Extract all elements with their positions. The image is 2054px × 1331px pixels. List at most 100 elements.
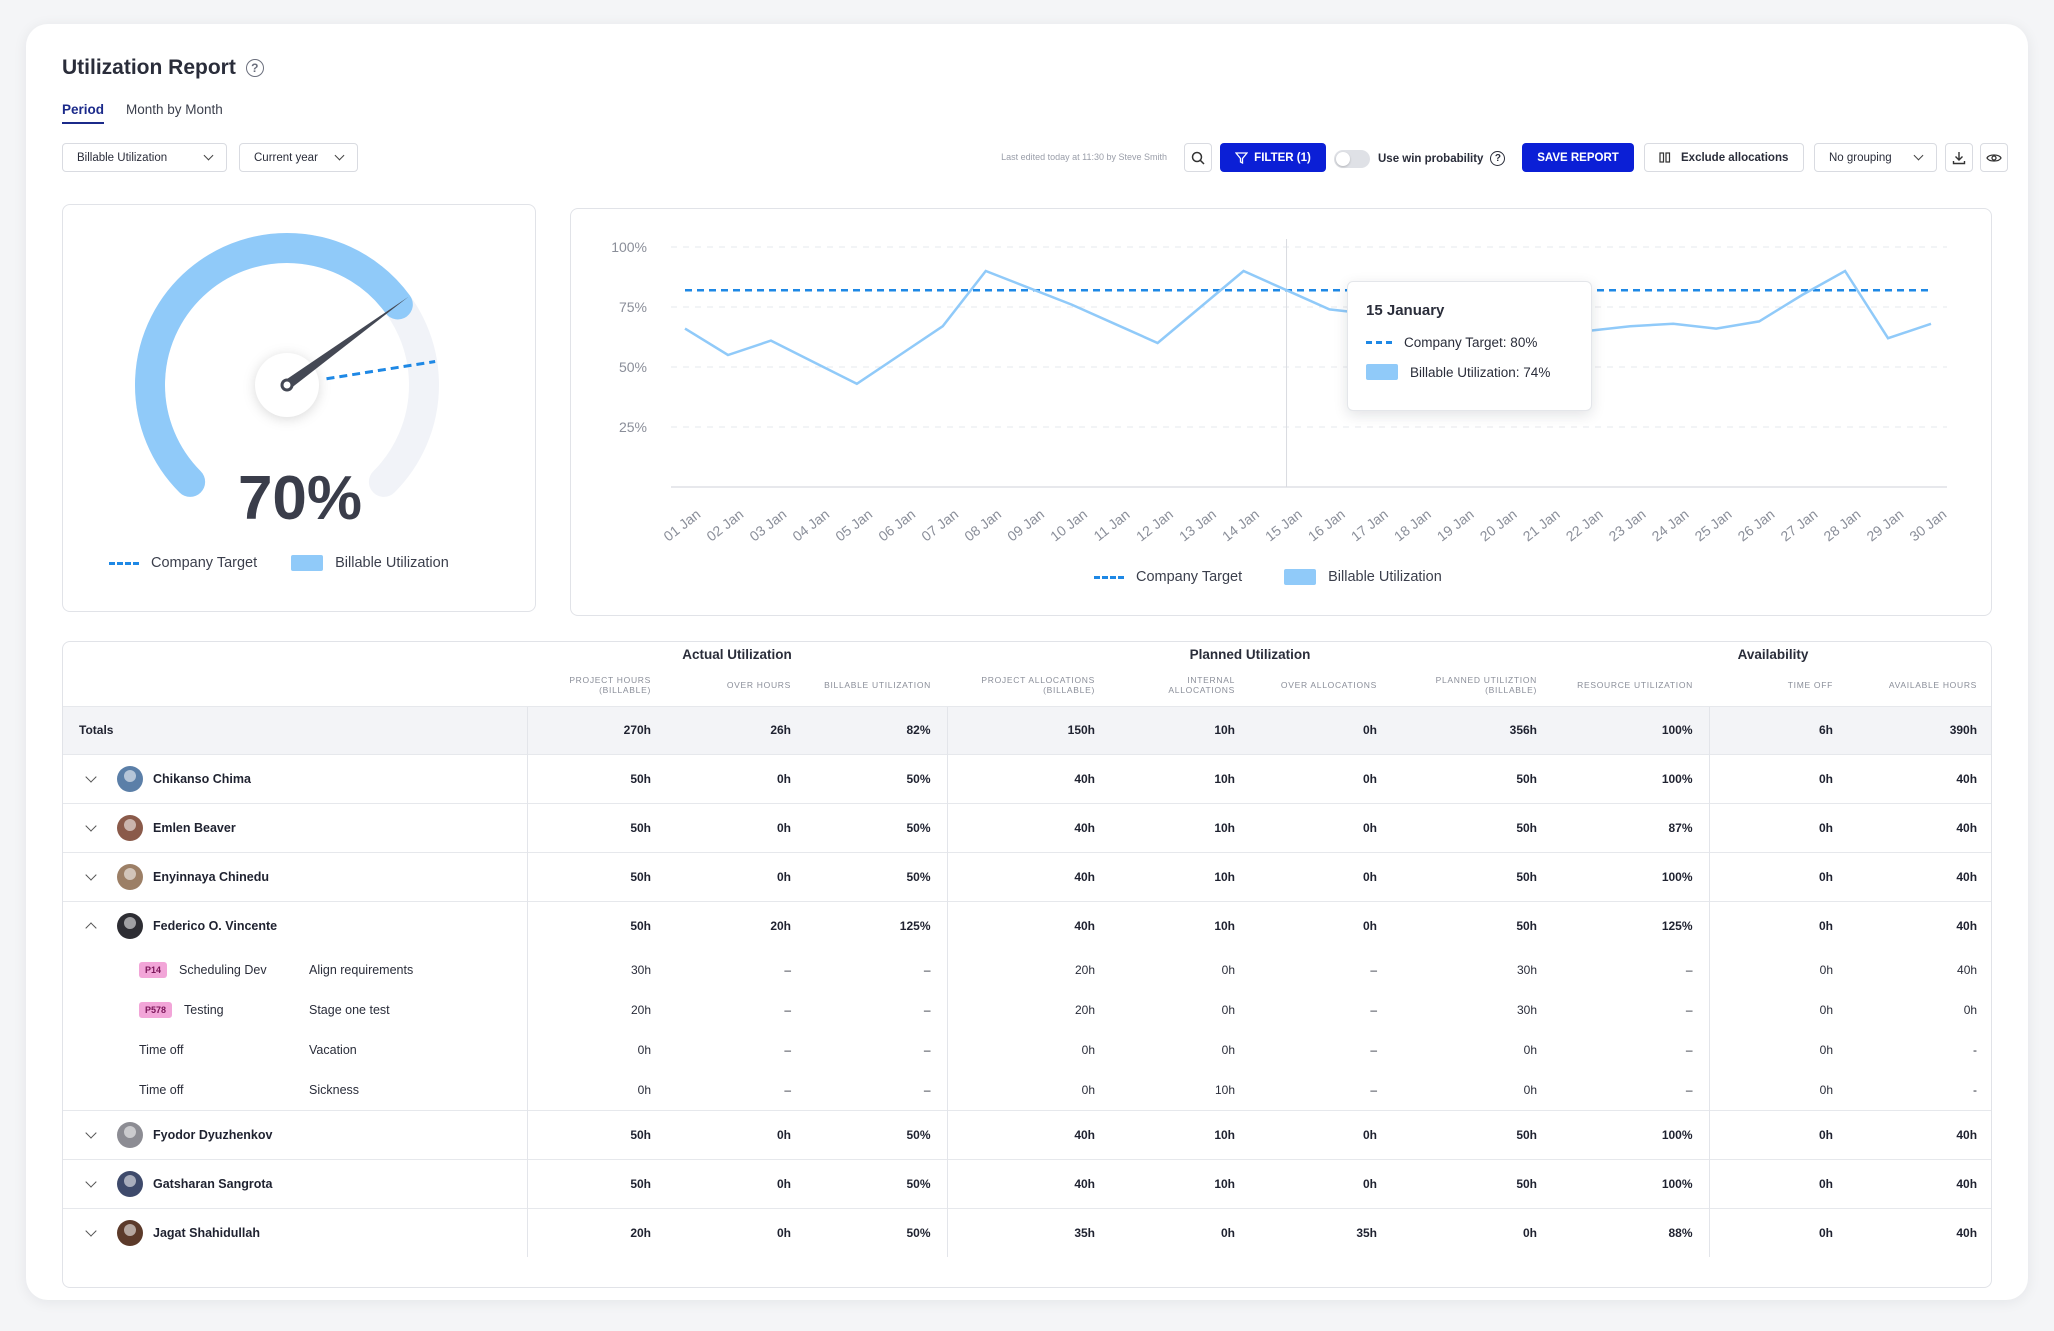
table-cell: 0h xyxy=(1708,1207,1850,1257)
col-time-off[interactable]: TIME OFF xyxy=(1787,679,1834,690)
table-cell: 0h xyxy=(1251,1109,1393,1159)
table-cell: 356h xyxy=(1393,705,1554,754)
col-project-hours[interactable]: PROJECT HOURS (BILLABLE) xyxy=(569,674,651,695)
save-report-button[interactable]: SAVE REPORT xyxy=(1522,143,1634,172)
table-cell: 40h xyxy=(946,1109,1111,1159)
avatar xyxy=(117,1170,143,1197)
table-row[interactable]: Enyinnaya Chinedu 50h 0h 50% 40h 10h 0h 50h 100%… xyxy=(63,851,1991,901)
table-row[interactable]: Chikanso Chima 50h 0h 50% 40h 10h 0h 50h 100% 0h 4… xyxy=(63,753,1991,803)
table-cell: 0h xyxy=(1708,753,1850,803)
table-row[interactable]: Gatsharan Sangrota 50h 0h 50% 40h 10h 0h 50h 100… xyxy=(63,1158,1991,1208)
tab-period[interactable]: Period xyxy=(62,102,105,124)
table-cell: 87% xyxy=(1553,802,1710,852)
person-name-wrap: Gatsharan Sangrota xyxy=(79,1170,511,1197)
col-over-allocations[interactable]: OVER ALLOCATIONS xyxy=(1280,679,1377,690)
allocation-name-wrap: P578 Testing xyxy=(79,1002,309,1018)
table-cell: 0h xyxy=(667,1109,807,1159)
exclude-allocations-button[interactable]: Exclude allocations xyxy=(1644,143,1804,172)
person-name[interactable]: Fyodor Dyuzhenkov xyxy=(153,1127,273,1142)
billable-legend-swatch xyxy=(291,555,324,571)
metric-select[interactable]: Billable Utilization xyxy=(62,143,227,172)
table-cell: 40h xyxy=(1849,1109,1991,1159)
col-resource-utilization[interactable]: RESOURCE UTILIZATION xyxy=(1577,679,1694,690)
help-icon[interactable]: ? xyxy=(245,59,264,77)
table-cell: 0h xyxy=(1393,1207,1554,1257)
billable-legend-label: Billable Utilization xyxy=(335,555,449,571)
tab-month-by-month[interactable]: Month by Month xyxy=(126,102,223,117)
table-cell: 0h xyxy=(1523,1043,1538,1057)
project-badge: P14 xyxy=(139,962,168,978)
x-tick-label: 26 Jan xyxy=(1735,506,1778,544)
table-row[interactable]: Fyodor Dyuzhenkov 50h 0h 50% 40h 10h 0h 50h 100%… xyxy=(63,1109,1991,1159)
chevron-down-icon[interactable] xyxy=(85,1225,97,1237)
person-name[interactable]: Enyinnaya Chinedu xyxy=(153,869,269,884)
chevron-up-icon[interactable] xyxy=(85,922,97,934)
download-button[interactable] xyxy=(1945,143,1973,172)
table-cell: 20h xyxy=(946,990,1111,1030)
grouping-select-value: No grouping xyxy=(1829,151,1892,164)
help-icon[interactable]: ? xyxy=(1490,151,1506,166)
x-tick-label: 21 Jan xyxy=(1520,506,1563,544)
person-name[interactable]: Gatsharan Sangrota xyxy=(153,1176,273,1191)
chevron-down-icon[interactable] xyxy=(85,868,97,881)
filter-icon xyxy=(1235,151,1249,164)
x-tick-label: 27 Jan xyxy=(1778,506,1821,544)
table-cell: 50h xyxy=(1393,753,1554,803)
totals-row: Totals 270h 26h 82% 150h 10h 0h 356h 100… xyxy=(63,705,1991,754)
col-project-allocations[interactable]: PROJECT ALLOCATIONS (BILLABLE) xyxy=(981,674,1095,695)
search-button[interactable] xyxy=(1184,143,1212,172)
grouping-select[interactable]: No grouping xyxy=(1814,143,1937,172)
chevron-down-icon[interactable] xyxy=(85,770,97,783)
person-name-wrap: Enyinnaya Chinedu xyxy=(79,863,511,890)
metric-select-value: Billable Utilization xyxy=(77,151,168,164)
table-cell: 390h xyxy=(1849,705,1991,754)
table-cell: 40h xyxy=(1849,900,1991,950)
table-cell: 125% xyxy=(1553,900,1710,950)
col-available-hours[interactable]: AVAILABLE HOURS xyxy=(1888,679,1978,690)
table-row[interactable]: Emlen Beaver 50h 0h 50% 40h 10h 0h 50h 87% 0h 40h xyxy=(63,802,1991,852)
table-cell: 0h xyxy=(667,1158,807,1208)
table-cell: – xyxy=(784,963,791,977)
chevron-down-icon[interactable] xyxy=(85,1126,97,1139)
totals-label: Totals xyxy=(63,705,527,754)
table-cell: – xyxy=(923,1043,931,1057)
visibility-button[interactable] xyxy=(1980,143,2008,172)
avatar xyxy=(117,1121,143,1148)
table-cell: 10h xyxy=(1111,1158,1251,1208)
allocation-cell: P578 Testing Stage one test xyxy=(63,990,527,1030)
x-tick-label: 20 Jan xyxy=(1477,506,1520,544)
last-edited-text: Last edited today at 11:30 by Steve Smit… xyxy=(1001,152,1167,162)
col-planned-utilization[interactable]: PLANNED UTILIZTION (BILLABLE) xyxy=(1435,674,1538,695)
x-tick-label: 10 Jan xyxy=(1047,506,1090,544)
table-cell: 50% xyxy=(807,851,947,901)
table-cell: 20h xyxy=(946,950,1111,990)
person-name[interactable]: Chikanso Chima xyxy=(153,771,251,786)
table-cell: 0h xyxy=(1708,1109,1850,1159)
person-name[interactable]: Emlen Beaver xyxy=(153,820,236,835)
filter-label: FILTER (1) xyxy=(1254,151,1311,164)
filter-button[interactable]: FILTER (1) xyxy=(1220,143,1326,172)
person-name[interactable]: Federico O. Vincente xyxy=(153,918,278,933)
column-header-row: PROJECT HOURS (BILLABLE) OVER HOURS BILL… xyxy=(63,666,1991,706)
win-probability-toggle[interactable] xyxy=(1334,150,1370,168)
col-internal-allocations[interactable]: INTERNAL ALLOCATIONS xyxy=(1168,674,1235,695)
table-cell: 88% xyxy=(1553,1207,1710,1257)
table-row[interactable]: Federico O. Vincente 50h 20h 125% 40h 10h 0h 50… xyxy=(63,900,1991,950)
chevron-down-icon[interactable] xyxy=(85,1175,97,1188)
y-tick-label: 25% xyxy=(619,419,647,435)
table-cell: 0h xyxy=(1221,963,1235,977)
allocation-cell: Time off Sickness xyxy=(63,1070,527,1110)
period-select[interactable]: Current year xyxy=(239,143,358,172)
table-cell: 6h xyxy=(1708,705,1850,754)
person-name-wrap: Jagat Shahidullah xyxy=(79,1219,511,1246)
gauge-fill xyxy=(135,233,413,497)
person-name[interactable]: Jagat Shahidullah xyxy=(153,1225,260,1240)
col-over-hours[interactable]: OVER HOURS xyxy=(726,679,791,690)
chevron-down-icon[interactable] xyxy=(85,819,97,832)
table-row[interactable]: Jagat Shahidullah 20h 0h 50% 35h 0h 35h 0h 88% 0h… xyxy=(63,1207,1991,1257)
table-cell: 10h xyxy=(1111,1109,1251,1159)
person-name-wrap: Federico O. Vincente xyxy=(79,912,511,939)
col-billable-utilization[interactable]: BILLABLE UTILIZATION xyxy=(824,679,931,690)
x-tick-label: 12 Jan xyxy=(1133,506,1176,544)
x-tick-label: 19 Jan xyxy=(1434,506,1477,544)
